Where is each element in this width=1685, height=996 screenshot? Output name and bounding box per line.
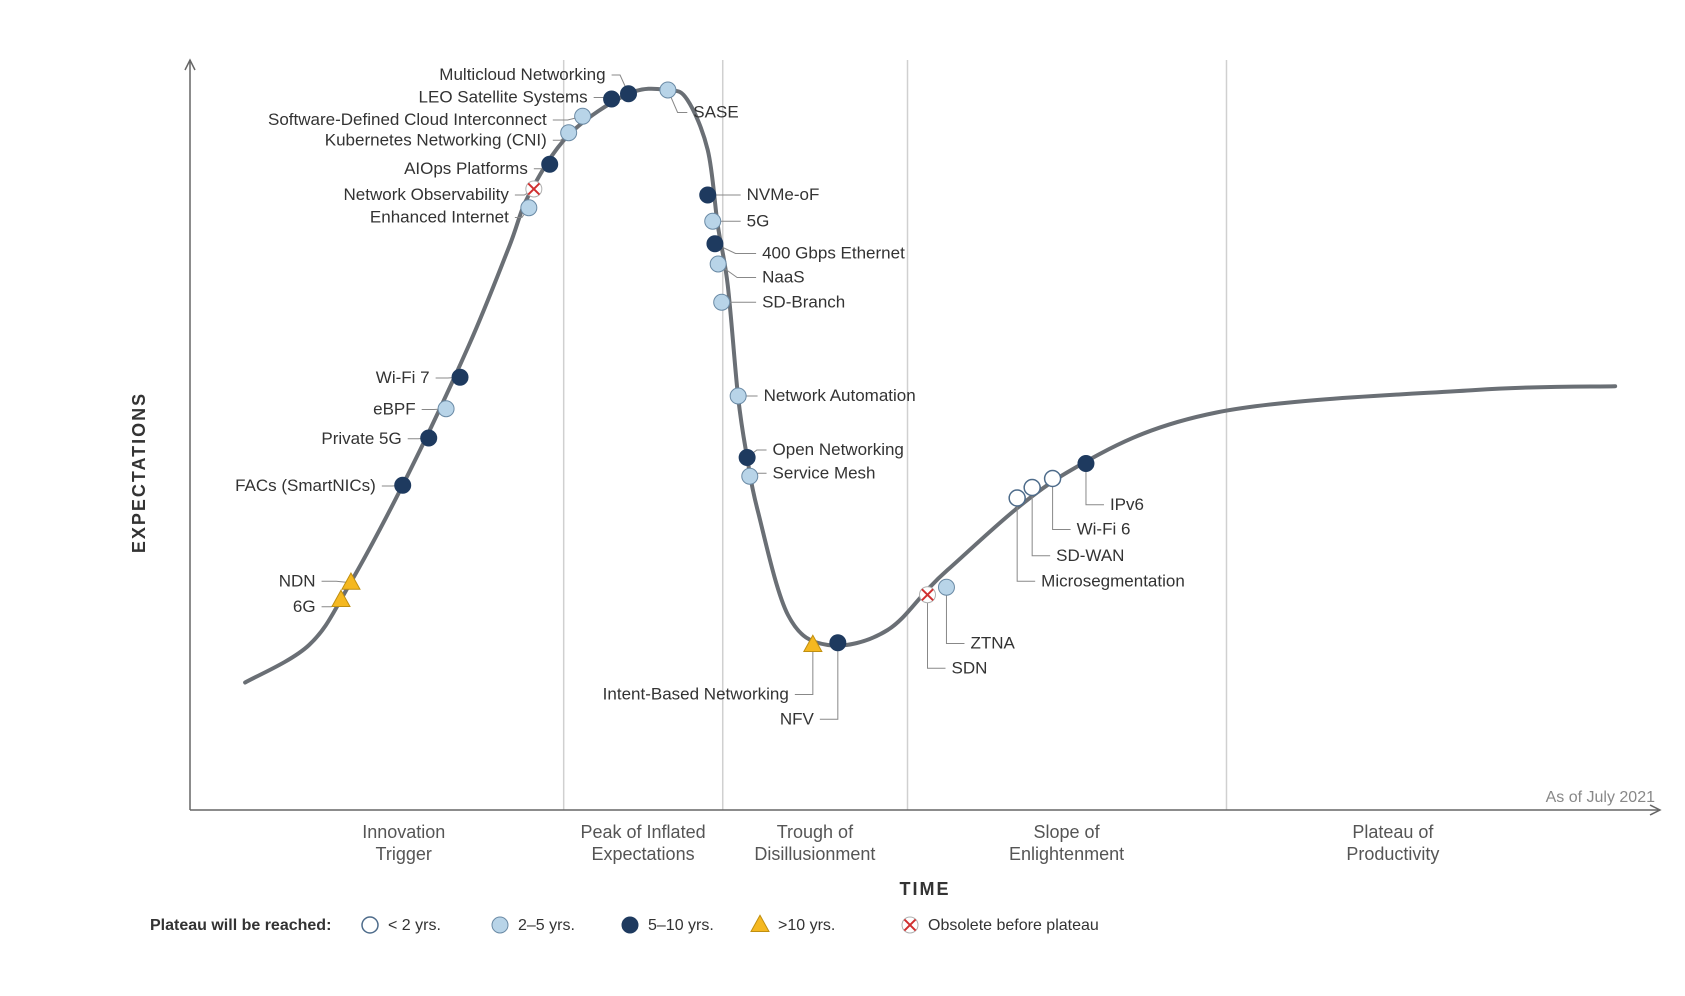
item-label: FACs (SmartNICs): [235, 476, 376, 495]
phase-label: Slope of: [1034, 822, 1101, 842]
phase-label: Productivity: [1346, 844, 1439, 864]
item-label: NDN: [279, 571, 316, 590]
item-label: Kubernetes Networking (CNI): [325, 130, 547, 149]
item-label: Wi-Fi 7: [376, 368, 430, 387]
item-label: 400 Gbps Ethernet: [762, 244, 905, 263]
legend-item-label: < 2 yrs.: [388, 917, 441, 934]
item-label: AIOps Platforms: [404, 159, 528, 178]
item-label: 5G: [747, 211, 770, 230]
x-axis-title: TIME: [900, 879, 951, 899]
legend-item-label: 5–10 yrs.: [648, 917, 714, 934]
item-label: Multicloud Networking: [439, 65, 605, 84]
phase-label: Disillusionment: [754, 844, 875, 864]
legend-item-label: 2–5 yrs.: [518, 917, 575, 934]
item-label: ZTNA: [970, 634, 1015, 653]
chart-item: eBPF: [373, 400, 454, 419]
item-label: NaaS: [762, 268, 805, 287]
legend-title: Plateau will be reached:: [150, 917, 331, 934]
legend-item: Obsolete before plateau: [902, 917, 1099, 934]
item-label: Private 5G: [321, 429, 401, 448]
item-label: SD-Branch: [762, 292, 845, 311]
phase-label: Expectations: [592, 844, 695, 864]
item-label: IPv6: [1110, 495, 1144, 514]
item-label: Open Networking: [773, 440, 904, 459]
item-label: SASE: [693, 103, 738, 122]
item-label: NFV: [780, 709, 815, 728]
legend-item-label: >10 yrs.: [778, 917, 835, 934]
item-label: LEO Satellite Systems: [419, 88, 588, 107]
date-note: As of July 2021: [1546, 789, 1656, 806]
item-label: Service Mesh: [773, 463, 876, 482]
legend-item: < 2 yrs.: [362, 917, 441, 934]
item-label: NVMe-oF: [747, 185, 820, 204]
item-label: Microsegmentation: [1041, 571, 1185, 590]
phase-label: Peak of Inflated: [581, 822, 706, 842]
item-label: SD-WAN: [1056, 546, 1124, 565]
chart-svg: EXPECTATIONS InnovationTrigger Peak of Inf…: [60, 40, 1685, 996]
item-label: Network Observability: [344, 185, 510, 204]
item-label: Wi-Fi 6: [1077, 520, 1131, 539]
phase-label: Trough of: [777, 822, 854, 842]
item-label: Network Automation: [764, 386, 916, 405]
item-label: 6G: [293, 597, 316, 616]
item-label: eBPF: [373, 400, 416, 419]
legend-item-label: Obsolete before plateau: [928, 917, 1099, 934]
item-label: Enhanced Internet: [370, 208, 509, 227]
item-label: Intent-Based Networking: [603, 685, 789, 704]
phase-label: Enlightenment: [1009, 844, 1124, 864]
phase-label: Innovation: [362, 822, 445, 842]
phase-label: Trigger: [376, 844, 432, 864]
item-label: SDN: [951, 658, 987, 677]
hype-cycle-chart: EXPECTATIONS InnovationTrigger Peak of Inf…: [0, 0, 1685, 956]
chart-item: Software-Defined Cloud Interconnect: [268, 108, 591, 129]
legend-item: 2–5 yrs.: [492, 917, 575, 934]
phase-label: Plateau of: [1352, 822, 1434, 842]
y-axis-title: EXPECTATIONS: [129, 392, 149, 553]
item-label: Software-Defined Cloud Interconnect: [268, 110, 547, 129]
